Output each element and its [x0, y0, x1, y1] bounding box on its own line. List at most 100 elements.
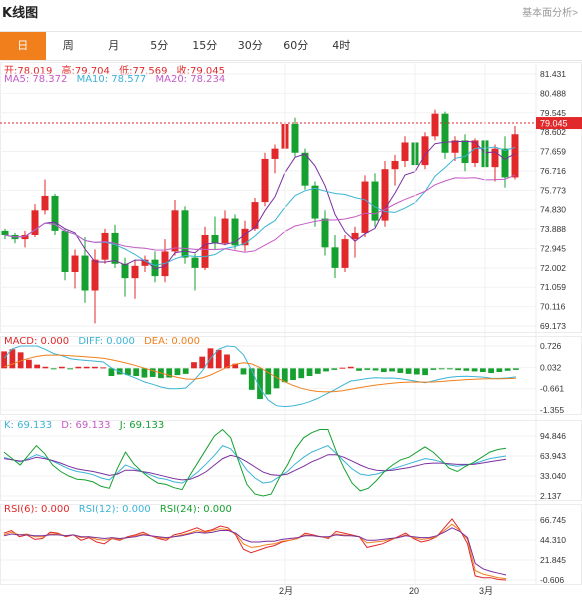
macd-dea-line: [3, 354, 516, 393]
macd-bar-54: [446, 368, 453, 370]
candle-body-11: [111, 232, 119, 264]
kdj-ytick-1: 63.943: [540, 451, 566, 461]
macd-bar-61: [504, 368, 511, 371]
macd-bar-45: [372, 368, 379, 371]
macd-bar-38: [314, 368, 321, 374]
macd-bar-26: [215, 349, 222, 369]
tab-5[interactable]: 30分: [237, 39, 263, 52]
macd-bar-44: [364, 368, 371, 370]
macd-bar-43: [356, 368, 362, 371]
current-price-label: 79.045: [540, 119, 568, 129]
legend-diff: DIFF: 0.000: [78, 336, 135, 347]
tab-0[interactable]: 日: [0, 32, 46, 60]
macd-bar-33: [273, 368, 280, 389]
macd-bar-2: [17, 352, 24, 369]
macd-bar-48: [397, 368, 404, 373]
kdj-line-2: [3, 428, 507, 497]
legend-macd: MACD: 0.000: [4, 336, 70, 347]
kline-ytick-9: 72.945: [540, 243, 566, 253]
legend-high: 高:79.704: [61, 66, 110, 77]
macd-bar-16: [133, 368, 140, 377]
macd-bar-10: [83, 366, 90, 369]
candle-body-6: [61, 230, 69, 272]
candle-body-0: [1, 230, 9, 235]
macd-bar-3: [26, 359, 32, 369]
legend-rsi12: RSI(12): 0.000: [78, 504, 151, 515]
macd-bar-21: [174, 368, 181, 376]
candle-body-42: [421, 136, 429, 166]
tab-4[interactable]: 15分: [192, 39, 218, 52]
candle-body-31: [311, 185, 319, 219]
macd-bar-24: [199, 356, 206, 369]
kline-ytick-8: 73.888: [540, 224, 566, 234]
candle-body-45: [451, 140, 459, 153]
tab-2[interactable]: 月: [108, 39, 120, 52]
candle-body-15: [151, 259, 159, 277]
tab-7[interactable]: 4时: [332, 39, 351, 52]
candle-body-40: [401, 142, 409, 161]
candle-body-4: [41, 195, 49, 211]
kdj-line-1: [3, 454, 507, 481]
x-label-2: 3月: [479, 586, 493, 596]
rsi-legend: RSI(6): 0.000 RSI(12): 0.000 RSI(24): 0.…: [4, 504, 238, 515]
candle-body-21: [211, 234, 219, 244]
kline-ytick-10: 72.002: [540, 263, 566, 273]
kdj-ytick-2: 33.040: [540, 471, 566, 481]
macd-bar-1: [9, 349, 16, 369]
macd-bar-58: [479, 368, 486, 373]
macd-bar-13: [108, 368, 115, 377]
legend-j: J: 69.133: [119, 420, 165, 431]
candle-body-20: [201, 234, 209, 268]
macd-bar-23: [191, 362, 197, 369]
x-label-1: 20: [409, 586, 419, 596]
macd-bar-18: [149, 368, 156, 377]
candle-body-27: [271, 148, 279, 159]
candle-body-13: [131, 265, 139, 279]
candle-body-3: [31, 210, 39, 235]
candle-body-38: [381, 169, 389, 221]
tab-1[interactable]: 周: [62, 39, 74, 52]
candle-body-47: [471, 140, 479, 164]
kline-ma20-line: [4, 174, 516, 253]
candle-body-14: [141, 259, 149, 266]
macd-bar-39: [323, 368, 329, 372]
legend-ma5: MA5: 78.372: [4, 74, 68, 85]
candle-body-12: [121, 263, 129, 279]
macd-bar-31: [257, 368, 263, 400]
legend-close: 收:79.045: [176, 66, 225, 77]
macd-bar-7: [59, 366, 65, 369]
macd-bar-5: [42, 366, 49, 369]
macd-ytick-0: 0.726: [540, 341, 562, 351]
candle-body-24: [241, 228, 249, 246]
panel-frame-2: [0, 420, 582, 501]
macd-bar-30: [248, 368, 255, 390]
candle-body-17: [171, 210, 179, 252]
macd-bar-59: [488, 368, 494, 373]
kdj-ytick-0: 94.846: [540, 431, 566, 441]
fundamental-analysis-link[interactable]: 基本面分析>: [522, 8, 578, 19]
rsi-ytick-1: 44.310: [540, 535, 566, 545]
legend-low: 低:77.569: [119, 66, 168, 77]
period-tabs: 日 周 月 5分 15分 30分 60分 4时: [0, 31, 582, 61]
macd-bar-53: [438, 368, 445, 370]
macd-bar-12: [100, 367, 107, 369]
legend-ma10: MA10: 78.577: [76, 74, 147, 85]
candle-body-29: [291, 123, 299, 153]
legend-rsi24: RSI(24): 0.000: [159, 504, 232, 515]
tab-6[interactable]: 60分: [283, 39, 309, 52]
tab-3[interactable]: 5分: [150, 39, 169, 52]
macd-bar-17: [141, 368, 148, 378]
candle-body-44: [441, 113, 449, 153]
macd-bar-29: [240, 368, 247, 375]
candle-body-18: [181, 210, 189, 258]
macd-bar-35: [290, 368, 296, 381]
macd-bar-20: [166, 368, 173, 378]
candle-body-19: [191, 257, 199, 268]
macd-bar-36: [298, 368, 305, 379]
candle-body-9: [91, 259, 99, 291]
macd-bar-8: [67, 368, 74, 370]
candle-body-37: [371, 181, 379, 221]
legend-dea: DEA: 0.000: [144, 336, 200, 347]
kline-ytick-11: 71.059: [540, 282, 566, 292]
